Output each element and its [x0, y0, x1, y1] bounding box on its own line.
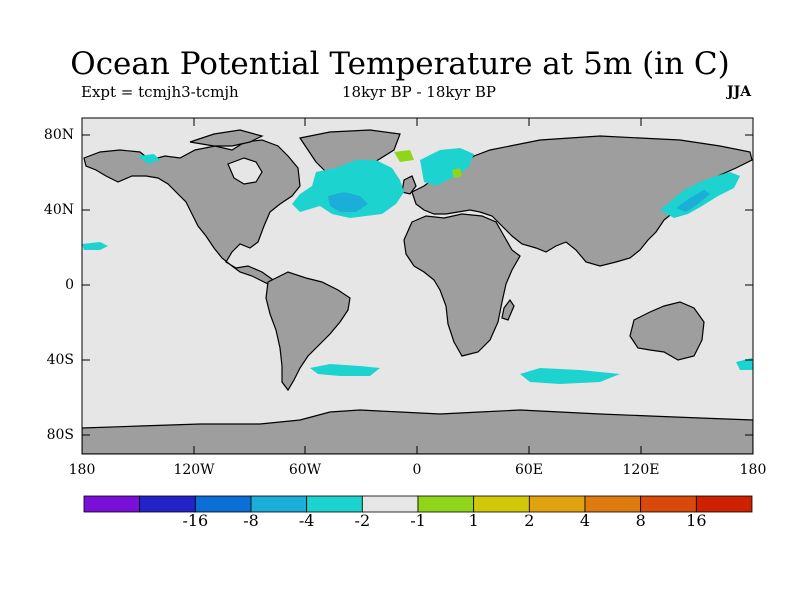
lat-label-40n: 40N [43, 202, 74, 218]
colorbar-label: -4 [298, 511, 315, 530]
axis-ticks [82, 118, 753, 454]
colorbar-swatch [361, 495, 419, 513]
lon-label-120w: 120W [173, 462, 215, 478]
cooling-patch-gulf-of-alaska [138, 154, 160, 164]
land-masses [82, 129, 753, 454]
warming-patch-norwegian-sea [394, 150, 414, 162]
colorbar-swatch [640, 495, 697, 513]
plot-title: Ocean Potential Temperature at 5m (in C) [70, 46, 730, 82]
colorbar-swatch [139, 495, 196, 513]
colorbar-swatch [83, 495, 141, 513]
cooling-patch-southern-indian [520, 368, 620, 384]
cooling-patch-northwest-pacific-core [676, 190, 710, 212]
colorbar-swatch [695, 495, 753, 513]
lat-label-0: 0 [65, 277, 74, 293]
period-label: 18kyr BP - 18kyr BP [342, 83, 497, 101]
afro-eurasia-land [403, 135, 753, 357]
colorbar-label: 4 [579, 511, 591, 530]
lon-label-60e: 60E [514, 462, 544, 478]
lon-label-180w: 180 [68, 462, 96, 478]
cooling-patch-southern-pacific [736, 358, 753, 370]
colorbar-swatch [417, 495, 475, 513]
lat-label-80n: 80N [43, 127, 74, 143]
south-america-land [265, 271, 351, 392]
colorbar-swatch [194, 495, 252, 513]
colorbar-label: -1 [410, 511, 426, 530]
colorbar-swatch [584, 495, 642, 513]
colorbar-label: 1 [468, 511, 479, 530]
colorbar-label: -8 [243, 511, 259, 530]
madagascar [501, 298, 515, 321]
cooling-patch-nordic-seas [420, 148, 474, 186]
colorbar-label: 8 [635, 511, 646, 530]
colorbar-swatch [306, 495, 363, 513]
cooling-patch-north-atlantic [292, 160, 404, 218]
cooling-patch-north-atlantic-core [328, 192, 368, 212]
lon-label-180e: 180 [739, 462, 767, 478]
colorbar-swatch [528, 495, 586, 513]
hudson-bay [227, 157, 263, 185]
lat-label-80s: 80S [46, 427, 74, 443]
season-label: JJA [727, 84, 752, 100]
colorbar [83, 495, 753, 513]
cooling-patch-south-atlantic [310, 364, 380, 376]
colorbar-label: -16 [182, 511, 209, 530]
temperature-anomaly-patches [82, 148, 753, 384]
colorbar-swatch [250, 495, 308, 513]
colorbar-label: 16 [686, 511, 707, 530]
colorbar-label: -2 [354, 511, 371, 530]
lon-label-120e: 120E [622, 462, 660, 478]
experiment-label: Expt = tcmjh3-tcmjh [81, 83, 239, 101]
colorbar-swatch [473, 495, 530, 513]
lon-label-0: 0 [412, 462, 422, 478]
colorbar-label: 2 [524, 511, 535, 530]
lon-label-60w: 60W [288, 462, 322, 478]
lat-label-40s: 40S [46, 352, 74, 368]
cooling-patch-east-pacific [82, 242, 108, 250]
antarctica-land [82, 409, 753, 454]
australia-land [629, 301, 705, 361]
canadian-arctic [189, 129, 264, 147]
warming-patch-baltic [452, 168, 462, 178]
